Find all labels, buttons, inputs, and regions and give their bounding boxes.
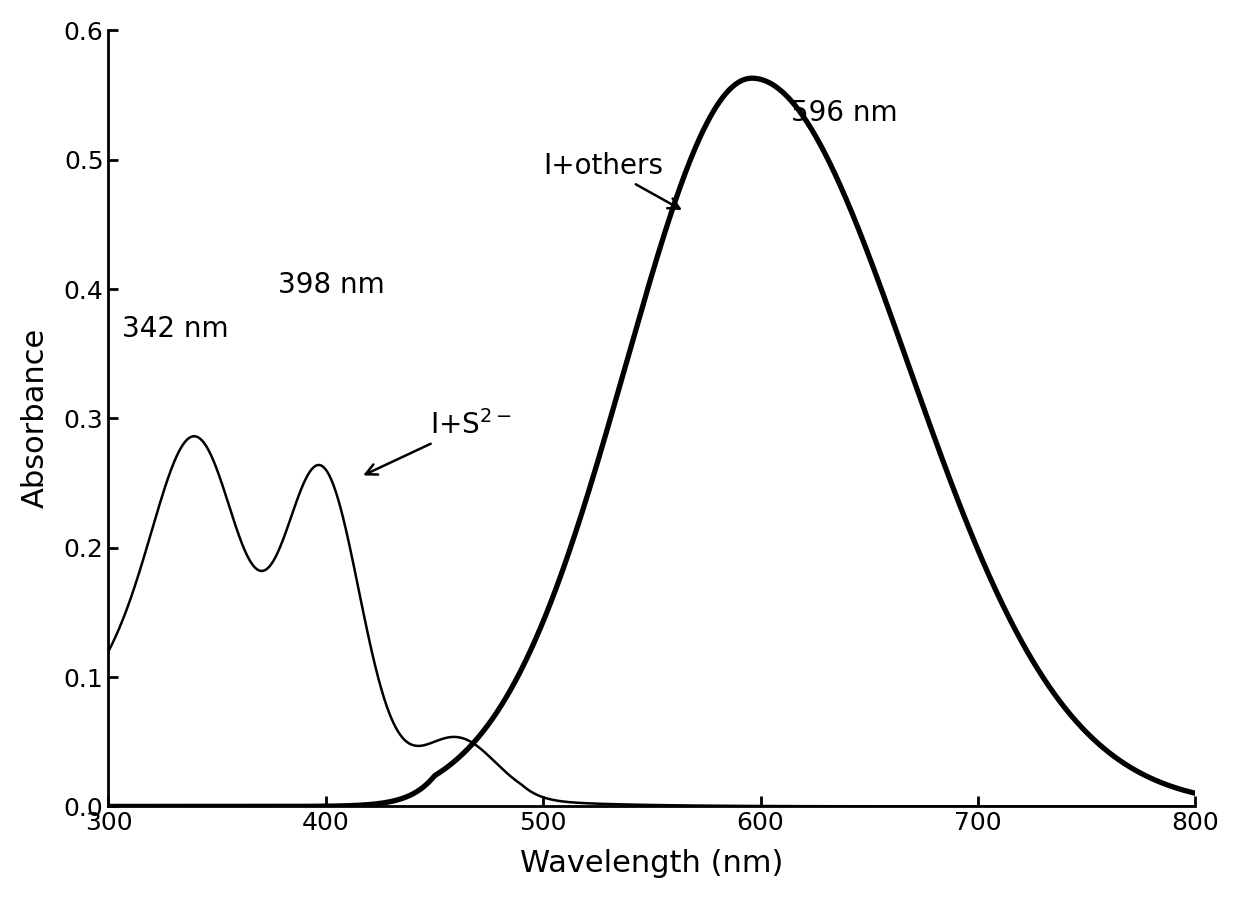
Text: 596 nm: 596 nm bbox=[791, 99, 898, 127]
Text: 398 nm: 398 nm bbox=[278, 271, 384, 299]
Text: I+others: I+others bbox=[543, 152, 680, 209]
X-axis label: Wavelength (nm): Wavelength (nm) bbox=[521, 850, 784, 878]
Text: I+S$^{2-}$: I+S$^{2-}$ bbox=[366, 410, 512, 475]
Y-axis label: Absorbance: Absorbance bbox=[21, 328, 50, 509]
Text: 342 nm: 342 nm bbox=[122, 316, 228, 343]
